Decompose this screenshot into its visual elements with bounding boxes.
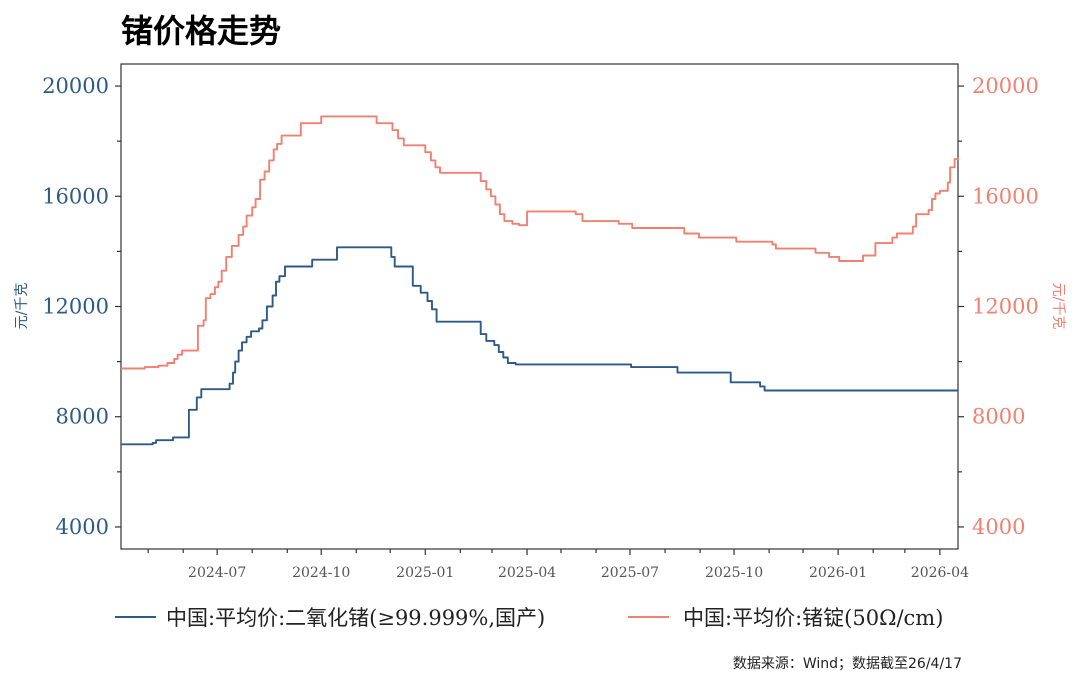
y-left-tick-label: 16000	[42, 184, 109, 208]
y-left-tick-label: 4000	[56, 515, 109, 539]
y-right-tick-label: 12000	[972, 295, 1039, 319]
x-tick-label: 2024-10	[292, 565, 350, 581]
series-lines	[121, 115, 959, 446]
y-left-tick-label: 12000	[42, 295, 109, 319]
legend: 中国:平均价:二氧化锗(≥99.999%,国产) 中国:平均价:锗锭(50Ω/c…	[115, 606, 943, 630]
series-line-germanium-ingot	[121, 115, 959, 370]
y-axis-left-label: 元/千克	[14, 283, 30, 330]
y-axis-right-label: 元/千克	[1050, 283, 1066, 330]
x-tick-label: 2025-10	[705, 565, 763, 581]
y-left-tick-label: 20000	[42, 74, 109, 98]
x-tick-label: 2026-01	[809, 565, 867, 581]
y-right-tick-label: 20000	[972, 74, 1039, 98]
y-right-tick-label: 16000	[972, 184, 1039, 208]
plot-frame	[120, 63, 959, 550]
x-tick-label: 2024-07	[188, 565, 246, 581]
legend-label-ingot: 中国:平均价:锗锭(50Ω/cm)	[683, 606, 943, 630]
left-axis: 4000 8000 12000 16000 20000	[42, 74, 121, 539]
y-right-tick-label: 4000	[972, 515, 1025, 539]
x-tick-label: 2026-04	[911, 565, 969, 581]
series-line-germanium-dioxide	[121, 246, 958, 446]
chart-title: 锗价格走势	[121, 12, 282, 50]
right-axis: 4000 8000 12000 16000 20000	[958, 74, 1039, 539]
x-tick-label: 2025-07	[601, 565, 659, 581]
x-tick-label: 2025-01	[396, 565, 454, 581]
source-note: 数据来源：Wind；数据截至26/4/17	[732, 656, 962, 672]
legend-label-dioxide: 中国:平均价:二氧化锗(≥99.999%,国产)	[166, 606, 545, 630]
y-right-tick-label: 8000	[972, 405, 1025, 429]
y-left-tick-label: 8000	[56, 405, 109, 429]
x-tick-label: 2025-04	[498, 565, 556, 581]
x-axis: 2024-07 2024-10 2025-01 2025-04 2025-07 2025-…	[147, 549, 969, 581]
